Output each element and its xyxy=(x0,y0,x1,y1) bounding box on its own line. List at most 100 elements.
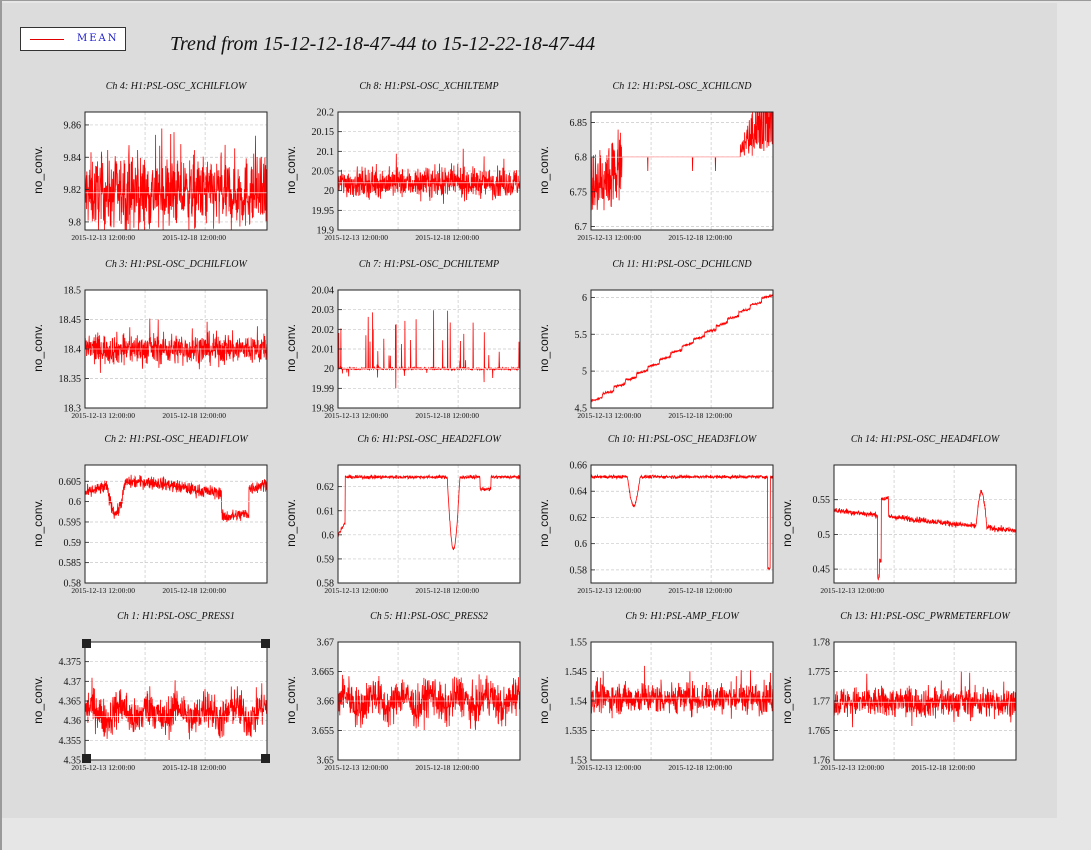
selection-handle[interactable] xyxy=(261,754,270,763)
x-tick-label: 2015-12-18 12:00:00 xyxy=(162,586,226,595)
y-tick-label: 6 xyxy=(582,293,587,304)
y-tick-label: 19.99 xyxy=(312,384,335,395)
y-tick-label: 20.1 xyxy=(317,147,335,158)
x-tick-label: 2015-12-13 12:00:00 xyxy=(71,586,135,595)
y-tick-label: 1.545 xyxy=(565,667,588,678)
chart-panel[interactable]: 20.2 20.15 20.1 20.05 20 19.95 19.92015-12-13 … xyxy=(308,108,550,244)
chart-panel[interactable]: 20.0420.0320.0220.012019.9919.982015-12-… xyxy=(308,286,550,422)
y-tick-label: 3.655 xyxy=(312,726,335,737)
y-tick-label: 0.58 xyxy=(570,565,588,576)
y-tick-label: 0.66 xyxy=(570,461,588,472)
y-tick-label: 4.5 xyxy=(575,404,588,415)
x-tick-label: 2015-12-13 12:00:00 xyxy=(71,411,135,420)
chart-title: Ch 4: H1:PSL-OSC_XCHILFLOW xyxy=(105,81,247,92)
x-tick-label: 2015-12-18 12:00:00 xyxy=(668,586,732,595)
y-axis-label: no_conv. xyxy=(284,146,298,194)
chart-panel[interactable]: 9.86 9.84 9.82 9.8 2015-12-13 12:00:00 2015-1… xyxy=(55,111,297,244)
x-tick-label: 2015-12-18 12:00:00 xyxy=(668,763,732,772)
y-tick-label: 1.77 xyxy=(813,697,831,708)
y-tick-label: 9.84 xyxy=(64,153,82,164)
chart-panel[interactable]: 0.55 0.5 0.45 2015-12-13 12:00:00 xyxy=(804,464,1046,597)
y-tick-label: 18.4 xyxy=(64,345,82,356)
chart-title: Ch 10: H1:PSL-OSC_HEAD3FLOW xyxy=(607,434,757,445)
series-line xyxy=(84,474,268,523)
legend-label: MEAN xyxy=(77,33,119,44)
y-tick-label: 3.67 xyxy=(317,638,335,649)
chart-title: Ch 7: H1:PSL-OSC_DCHILTEMP xyxy=(358,259,500,270)
right-margin xyxy=(1060,3,1091,818)
y-axis-label: no_conv. xyxy=(31,324,45,372)
x-tick-label: 2015-12-13 12:00:00 xyxy=(324,586,388,595)
x-tick-label: 2015-12-13 12:00:00 xyxy=(577,233,641,242)
y-tick-label: 0.59 xyxy=(64,538,82,549)
y-tick-label: 6.75 xyxy=(570,187,588,198)
y-tick-label: 20.03 xyxy=(312,305,335,316)
series-line xyxy=(590,665,774,719)
legend-line-swatch xyxy=(30,39,64,40)
chart-title: Ch 5: H1:PSL-OSC_PRESS2 xyxy=(370,611,488,622)
chart-panel[interactable]: 0.66 0.64 0.62 0.6 0.58 2015-12-13 12:00:00 20… xyxy=(561,461,803,597)
selection-handle[interactable] xyxy=(82,639,91,648)
x-tick-label: 2015-12-18 12:00:00 xyxy=(911,763,975,772)
y-tick-label: 5 xyxy=(582,367,587,378)
plot-border xyxy=(833,464,1017,584)
chart-title: Ch 1: H1:PSL-OSC_PRESS1 xyxy=(117,611,235,622)
x-tick-label: 2015-12-13 12:00:00 xyxy=(71,233,135,242)
plot-border xyxy=(84,111,268,231)
chart-title: Ch 2: H1:PSL-OSC_HEAD1FLOW xyxy=(104,434,248,445)
y-tick-label: 0.585 xyxy=(59,558,82,569)
plot-border xyxy=(590,111,774,231)
series-line xyxy=(833,671,1017,728)
chart-title: Ch 12: H1:PSL-OSC_XCHILCND xyxy=(612,81,752,92)
series-line xyxy=(833,489,1017,581)
x-tick-label: 2015-12-13 12:00:00 xyxy=(577,763,641,772)
y-tick-label: 0.6 xyxy=(322,530,335,541)
y-tick-label: 0.58 xyxy=(64,579,82,590)
x-tick-label: 2015-12-13 12:00:00 xyxy=(324,411,388,420)
y-axis-label: no_conv. xyxy=(780,676,794,724)
y-tick-label: 4.35 xyxy=(64,756,82,767)
y-tick-label: 3.665 xyxy=(312,667,335,678)
y-tick-label: 0.6 xyxy=(69,497,82,508)
y-tick-label: 1.54 xyxy=(570,697,588,708)
y-tick-label: 19.98 xyxy=(312,404,335,415)
y-tick-label: 6.7 xyxy=(575,222,588,233)
y-tick-label: 1.53 xyxy=(570,756,588,767)
y-tick-label: 0.595 xyxy=(59,517,82,528)
series-line xyxy=(590,473,774,571)
x-tick-label: 2015-12-18 12:00:00 xyxy=(162,763,226,772)
x-tick-label: 2015-12-18 12:00:00 xyxy=(668,411,732,420)
y-tick-label: 1.765 xyxy=(808,726,831,737)
y-axis-label: no_conv. xyxy=(284,676,298,724)
y-tick-label: 3.65 xyxy=(317,756,335,767)
chart-title: Ch 11: H1:PSL-OSC_DCHILCND xyxy=(612,259,752,270)
y-tick-label: 3.66 xyxy=(317,697,335,708)
y-tick-label: 0.62 xyxy=(317,482,335,493)
y-tick-label: 1.775 xyxy=(808,667,831,678)
y-tick-label: 20 xyxy=(324,186,334,197)
y-axis-label: no_conv. xyxy=(31,676,45,724)
y-axis-label: no_conv. xyxy=(31,146,45,194)
chart-title: Ch 14: H1:PSL-OSC_HEAD4FLOW xyxy=(850,434,1000,445)
x-tick-label: 2015-12-18 12:00:00 xyxy=(162,411,226,420)
series-line xyxy=(84,677,268,741)
y-tick-label: 19.9 xyxy=(317,226,335,237)
y-tick-label: 19.95 xyxy=(312,206,335,217)
y-tick-label: 18.3 xyxy=(64,404,82,415)
selection-handle[interactable] xyxy=(261,639,270,648)
y-tick-label: 0.5 xyxy=(818,530,831,541)
y-tick-label: 4.36 xyxy=(64,716,82,727)
y-tick-label: 0.59 xyxy=(317,554,335,565)
series-line xyxy=(590,291,774,404)
y-tick-label: 5.5 xyxy=(575,330,588,341)
selection-handle[interactable] xyxy=(82,754,91,763)
